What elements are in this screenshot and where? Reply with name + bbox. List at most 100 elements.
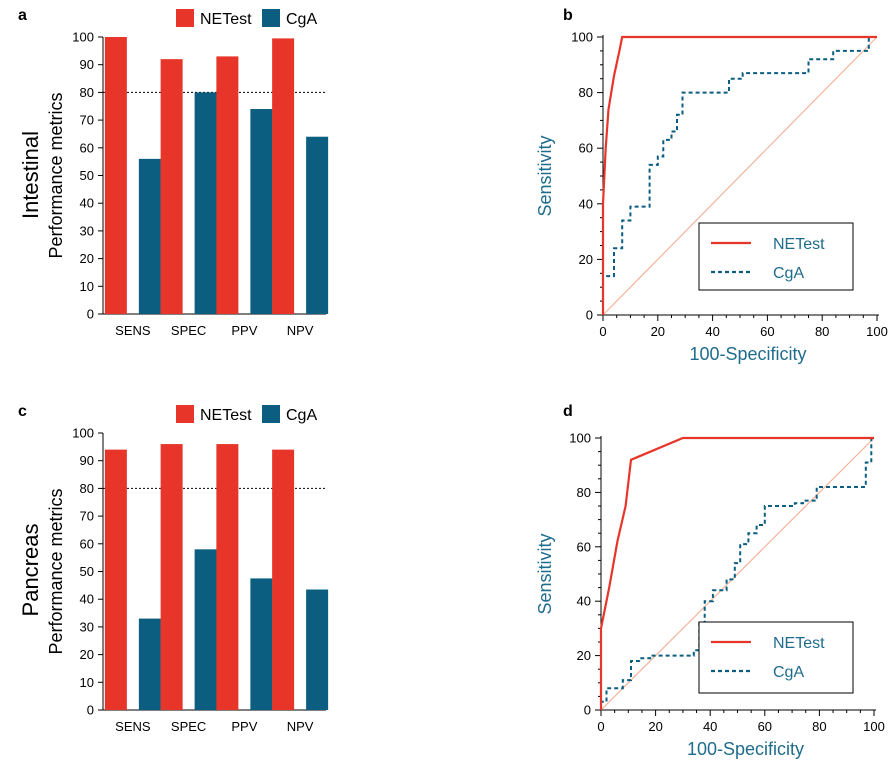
- legend-label: CgA: [773, 664, 804, 681]
- row-label-pancreas: Pancreas: [18, 524, 43, 617]
- x-tick-label: 40: [703, 719, 717, 734]
- chart-panel-a: a 0 10 20 30 40 50 60 70 80 90 100 Performance metri…: [18, 7, 329, 338]
- panel-letter: d: [563, 403, 573, 420]
- chart-panel-d: d 0 20 40 60 80 100 0 20 40 60 80 100 100-Specificity…: [535, 403, 885, 759]
- bar-cga-ppv: [250, 578, 273, 710]
- x-tick-label: 20: [651, 324, 665, 339]
- y-tick-label: 70: [80, 113, 94, 128]
- reference-diagonal: [602, 36, 878, 316]
- bar-netest-spec: [160, 444, 183, 710]
- y-tick-label: 80: [80, 85, 94, 100]
- row-label-intestinal: Intestinal: [18, 131, 43, 219]
- y-tick-label: 0: [87, 703, 94, 718]
- y-tick-label: 60: [577, 539, 591, 554]
- y-tick-label: 0: [87, 307, 94, 322]
- legend-label: NETest: [773, 236, 825, 253]
- bar-netest-ppv: [216, 444, 239, 710]
- reference-diagonal: [600, 437, 875, 711]
- y-tick-label: 50: [80, 564, 94, 579]
- legend-label: CgA: [773, 265, 804, 282]
- y-tick-label: 80: [579, 85, 593, 100]
- bar-cga-npv: [306, 589, 329, 710]
- x-tick-label: 80: [815, 324, 829, 339]
- y-tick-label: 40: [80, 196, 94, 211]
- y-tick-label: 80: [80, 481, 94, 496]
- x-tick-label: 60: [760, 324, 774, 339]
- y-tick-label: 0: [586, 308, 593, 323]
- roc-curve-netest: [599, 436, 874, 710]
- chart-panel-b: b 0 20 40 60 80 100 0 20 40 60 80 100 100-Specificity…: [535, 7, 888, 364]
- bar-cga-sens: [138, 158, 161, 314]
- legend-swatch: [262, 405, 280, 423]
- x-axis-title: 100-Specificity: [689, 344, 806, 364]
- legend-box: [698, 222, 854, 291]
- bar-cga-ppv: [250, 109, 273, 315]
- x-tick-label: 60: [758, 719, 772, 734]
- x-tick-label: 80: [812, 719, 826, 734]
- y-axis-title: Sensitivity: [535, 533, 555, 614]
- panel-letter: b: [563, 7, 573, 24]
- bar-cga-spec: [194, 92, 217, 315]
- y-tick-label: 20: [80, 647, 94, 662]
- legend-label: NETest: [200, 407, 252, 424]
- x-axis-title: 100-Specificity: [687, 739, 804, 759]
- legend-swatch: [262, 9, 280, 27]
- y-tick-label: 40: [577, 594, 591, 609]
- bar-netest-npv: [272, 449, 295, 710]
- bar-netest-spec: [160, 59, 183, 314]
- x-tick-label: SPEC: [171, 719, 206, 734]
- y-tick-label: 100: [72, 426, 94, 441]
- y-axis-title: Sensitivity: [535, 135, 555, 216]
- y-tick-label: 30: [80, 223, 94, 238]
- legend-box: [698, 621, 854, 694]
- legend-swatch: [176, 9, 194, 27]
- y-tick-label: 20: [577, 648, 591, 663]
- y-tick-label: 40: [579, 196, 593, 211]
- chart-panel-c: c 0 10 20 30 40 50 60 70 80 90 100 Performance metri…: [18, 403, 329, 734]
- bar-cga-spec: [194, 549, 217, 710]
- y-tick-label: 50: [80, 168, 94, 183]
- x-tick-label: 20: [648, 719, 662, 734]
- x-tick-label: NPV: [287, 719, 314, 734]
- y-tick-label: 20: [80, 251, 94, 266]
- y-tick-label: 60: [579, 141, 593, 156]
- roc-curve-cga: [600, 437, 874, 710]
- panels: a 0 10 20 30 40 50 60 70 80 90 100 Performance metri…: [18, 7, 888, 759]
- roc-curve-netest: [601, 35, 877, 315]
- y-tick-label: 90: [80, 453, 94, 468]
- y-tick-label: 60: [80, 140, 94, 155]
- x-tick-label: 40: [705, 324, 719, 339]
- y-tick-label: 70: [80, 509, 94, 524]
- y-tick-label: 40: [80, 592, 94, 607]
- legend-label: CgA: [286, 407, 317, 424]
- bar-netest-ppv: [216, 56, 239, 314]
- legend-label: NETest: [200, 11, 252, 28]
- bar-cga-sens: [138, 618, 161, 710]
- legend-label: NETest: [773, 635, 825, 652]
- roc-curve-cga: [602, 36, 877, 315]
- y-tick-label: 0: [584, 703, 591, 718]
- y-tick-label: 20: [579, 252, 593, 267]
- x-tick-label: PPV: [231, 719, 257, 734]
- y-tick-label: 100: [569, 431, 591, 446]
- y-tick-label: 100: [72, 30, 94, 45]
- panel-letter: c: [18, 403, 27, 420]
- bar-netest-sens: [104, 449, 127, 710]
- y-tick-label: 10: [80, 279, 94, 294]
- x-tick-label: 0: [599, 324, 606, 339]
- x-tick-label: 100: [863, 719, 885, 734]
- y-tick-label: 90: [80, 57, 94, 72]
- bar-netest-npv: [272, 38, 295, 314]
- x-tick-label: 0: [597, 719, 604, 734]
- y-axis-title: Performance metrics: [46, 488, 66, 654]
- x-tick-label: SENS: [115, 323, 151, 338]
- y-tick-label: 100: [571, 30, 593, 45]
- x-tick-label: NPV: [287, 323, 314, 338]
- x-tick-label: PPV: [231, 323, 257, 338]
- legend-swatch: [176, 405, 194, 423]
- legend-label: CgA: [286, 11, 317, 28]
- bar-cga-npv: [306, 136, 329, 314]
- panel-letter: a: [18, 7, 27, 24]
- x-tick-label: SENS: [115, 719, 151, 734]
